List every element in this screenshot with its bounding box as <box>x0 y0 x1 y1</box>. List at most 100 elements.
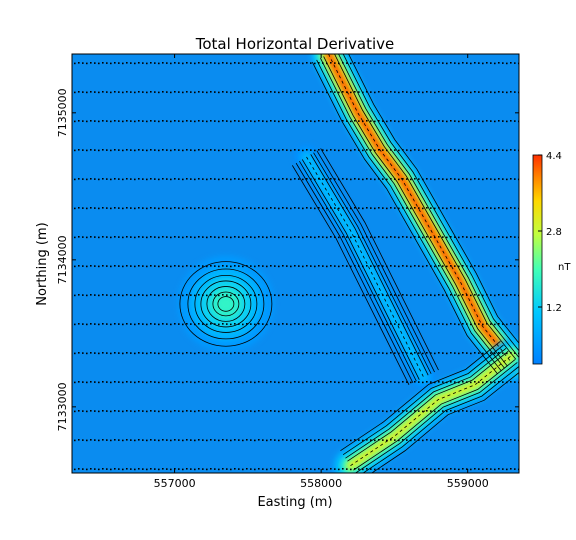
flight-point <box>322 352 324 354</box>
flight-point <box>290 207 292 210</box>
flight-point <box>170 120 172 123</box>
flight-point <box>206 381 208 384</box>
flight-point <box>450 381 452 383</box>
flight-point <box>330 91 332 93</box>
flight-point <box>446 265 448 268</box>
flight-point <box>346 91 348 93</box>
flight-point <box>214 439 216 441</box>
flight-point <box>86 91 88 94</box>
flight-point <box>438 468 440 470</box>
flight-point <box>306 410 308 412</box>
flight-point <box>430 381 432 383</box>
plot-frame <box>71 53 520 474</box>
flight-point <box>514 91 516 93</box>
flight-point <box>142 178 144 180</box>
flight-point <box>370 352 372 354</box>
flight-point <box>318 265 320 267</box>
flight-point <box>306 265 308 267</box>
flight-point <box>434 468 436 471</box>
flight-point <box>386 352 388 355</box>
flight-point <box>118 265 120 267</box>
flight-point <box>410 294 412 297</box>
flight-point <box>170 265 172 268</box>
flight-point <box>454 265 456 267</box>
flight-point <box>182 236 184 239</box>
flight-point <box>258 236 260 238</box>
flight-point <box>486 236 488 238</box>
flight-point <box>370 178 372 180</box>
flight-point <box>286 468 288 470</box>
flight-point <box>398 352 400 355</box>
flight-point <box>310 294 312 296</box>
flight-point <box>286 91 288 93</box>
flight-point <box>510 236 512 238</box>
flight-point <box>282 149 284 151</box>
flight-point <box>246 207 248 209</box>
flight-point <box>494 236 496 239</box>
flight-point <box>310 323 312 325</box>
flight-point <box>106 294 108 296</box>
flight-point <box>190 120 192 122</box>
flight-point <box>222 323 224 325</box>
flight-point <box>514 178 516 180</box>
flight-point <box>302 265 304 268</box>
flight-point <box>158 236 160 239</box>
flight-point <box>410 265 412 268</box>
flight-point <box>370 439 372 441</box>
flight-point <box>450 468 452 470</box>
flight-point <box>486 62 488 64</box>
flight-point <box>174 468 176 470</box>
flight-point <box>338 323 340 326</box>
flight-point <box>194 91 196 94</box>
flight-point <box>286 62 288 64</box>
flight-point <box>82 236 84 238</box>
flight-point <box>486 265 488 267</box>
flight-point <box>234 294 236 296</box>
flight-point <box>114 323 116 325</box>
flight-point <box>322 207 324 209</box>
flight-point <box>194 62 196 65</box>
flight-point <box>282 410 284 412</box>
flight-point <box>462 294 464 296</box>
flight-point <box>434 381 436 384</box>
flight-point <box>354 323 356 325</box>
flight-point <box>402 323 404 325</box>
flight-point <box>342 178 344 180</box>
flight-point <box>78 120 80 122</box>
flight-point <box>418 468 420 470</box>
flight-point <box>130 236 132 238</box>
flight-point <box>178 265 180 267</box>
flight-point <box>354 265 356 267</box>
flight-point <box>318 178 320 180</box>
flight-point <box>282 178 284 180</box>
flight-point <box>194 468 196 471</box>
flight-point <box>422 294 424 297</box>
flight-point <box>94 265 96 267</box>
flight-point <box>322 236 324 238</box>
flight-point <box>130 381 132 383</box>
flight-point <box>106 207 108 209</box>
flight-point <box>326 265 328 268</box>
flight-point <box>306 294 308 296</box>
flight-point <box>182 149 184 152</box>
flight-point <box>362 120 364 123</box>
flight-point <box>206 236 208 239</box>
flight-point <box>498 120 500 122</box>
flight-point <box>118 91 120 93</box>
flight-point <box>222 439 224 441</box>
flight-point <box>382 410 384 412</box>
flight-point <box>494 265 496 268</box>
flight-point <box>202 91 204 93</box>
flight-point <box>438 439 440 441</box>
flight-point <box>110 439 112 442</box>
flight-point <box>326 236 328 239</box>
flight-point <box>406 265 408 267</box>
flight-point <box>342 149 344 151</box>
flight-point <box>290 265 292 268</box>
flight-point <box>214 120 216 122</box>
flight-point <box>326 120 328 123</box>
flight-point <box>238 439 240 441</box>
flight-point <box>474 62 476 64</box>
flight-point <box>218 323 220 326</box>
flight-point <box>370 265 372 267</box>
